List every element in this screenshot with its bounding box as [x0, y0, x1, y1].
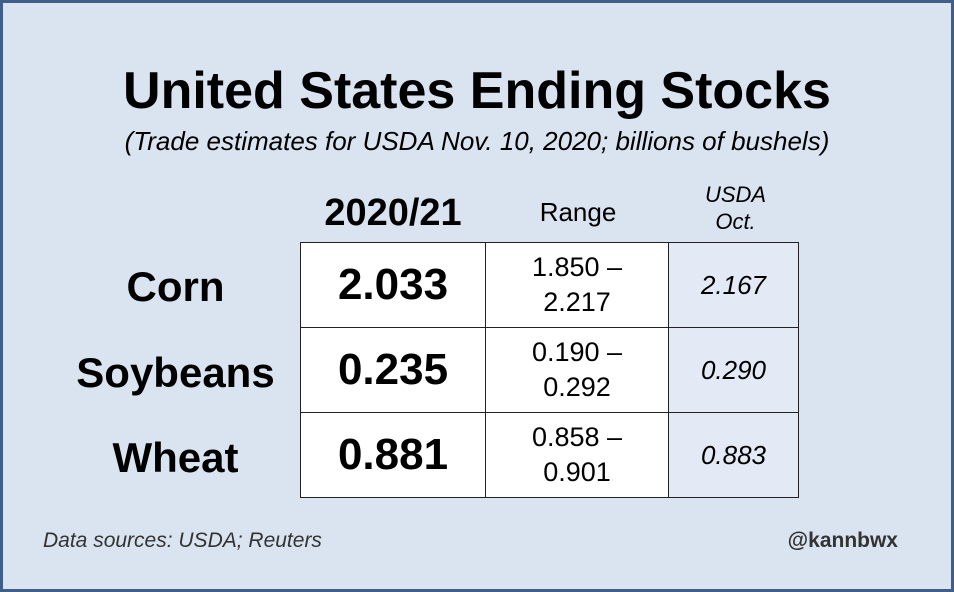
data-source-note: Data sources: USDA; Reuters — [43, 529, 322, 552]
author-handle: @kannbwx — [787, 529, 898, 552]
range-high-wheat: 0.901 — [543, 457, 611, 487]
range-cell-wheat: 0.858 – 0.901 — [485, 412, 669, 498]
row-label-wheat: Wheat — [112, 434, 239, 481]
range-low-corn: 1.850 – — [531, 252, 623, 282]
estimate-cell-corn: 2.033 — [300, 242, 486, 328]
row-label-corn: Corn — [126, 263, 225, 310]
table-row-wheat: 0.881 0.858 – 0.901 0.883 — [300, 412, 799, 498]
usda-oct-cell-wheat: 0.883 — [668, 412, 799, 498]
usda-oct-cell-soybeans: 0.290 — [668, 327, 799, 413]
column-header-usda-oct: USDA Oct. — [670, 181, 801, 235]
usda-oct-cell-corn: 2.167 — [668, 242, 799, 328]
range-low-soybeans: 0.190 – — [531, 337, 623, 367]
row-label-soybeans: Soybeans — [76, 349, 275, 396]
range-high-soybeans: 0.292 — [543, 372, 611, 402]
column-header-usda-line1: USDA — [704, 182, 767, 207]
range-cell-soybeans: 0.190 – 0.292 — [485, 327, 669, 413]
estimates-table: 2.033 1.850 – 2.217 2.167 0.235 0.190 – … — [300, 242, 799, 498]
column-header-usda-line2: Oct. — [715, 209, 756, 234]
range-cell-corn: 1.850 – 2.217 — [485, 242, 669, 328]
column-header-range: Range — [539, 197, 617, 227]
table-row-soybeans: 0.235 0.190 – 0.292 0.290 — [300, 327, 799, 413]
estimate-cell-wheat: 0.881 — [300, 412, 486, 498]
chart-subtitle: (Trade estimates for USDA Nov. 10, 2020;… — [124, 126, 830, 156]
table-row-corn: 2.033 1.850 – 2.217 2.167 — [300, 242, 799, 328]
range-high-corn: 2.217 — [543, 287, 611, 317]
estimate-cell-soybeans: 0.235 — [300, 327, 486, 413]
range-low-wheat: 0.858 – — [531, 422, 623, 452]
chart-title: United States Ending Stocks — [123, 62, 831, 120]
column-header-2020-21: 2020/21 — [324, 192, 462, 234]
